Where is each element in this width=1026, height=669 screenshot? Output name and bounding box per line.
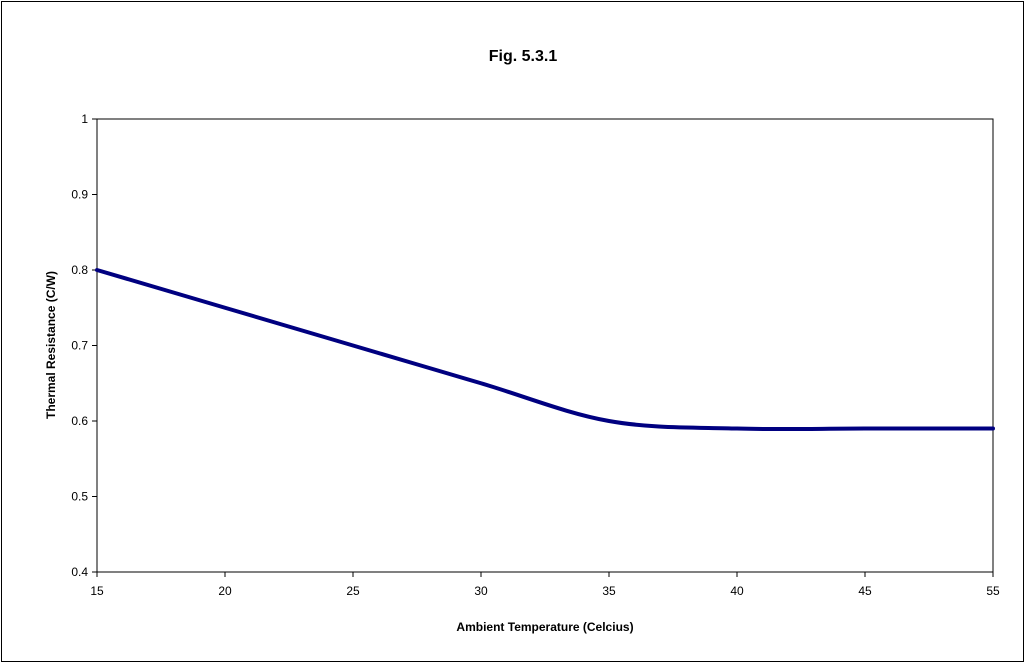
x-tick-label: 35 <box>602 584 616 598</box>
series-layer <box>95 268 995 432</box>
data-point <box>863 427 867 431</box>
data-point <box>479 381 483 385</box>
chart-title: Fig. 5.3.1 <box>489 48 558 65</box>
y-axis-title: Thermal Resistance (C/W) <box>44 271 58 419</box>
x-tick-label: 15 <box>90 584 104 598</box>
y-tick-label: 0.6 <box>71 414 88 428</box>
y-tick-label: 0.8 <box>71 263 88 277</box>
x-tick-label: 30 <box>474 584 488 598</box>
series-line <box>95 268 995 432</box>
x-tick-label: 45 <box>858 584 872 598</box>
y-tick-label: 1 <box>81 112 88 126</box>
data-point <box>351 344 355 347</box>
y-tick-label: 0.9 <box>71 188 88 202</box>
data-point <box>607 419 611 423</box>
x-tick-label: 40 <box>730 584 744 598</box>
y-tick-label: 0.5 <box>71 490 88 504</box>
x-tick-label: 25 <box>346 584 360 598</box>
data-point <box>223 306 227 310</box>
y-tick-label: 0.7 <box>71 339 88 353</box>
data-point <box>95 268 99 272</box>
y-axis-ticks: 0.4 0.5 0.6 0.7 0.8 0.9 1 <box>71 112 97 579</box>
x-axis-title: Ambient Temperature (Celcius) <box>456 620 633 634</box>
y-tick-label: 0.4 <box>71 565 88 579</box>
x-tick-label: 20 <box>218 584 232 598</box>
data-point <box>735 427 739 431</box>
data-point <box>991 427 995 431</box>
x-axis-ticks: 15 20 25 30 35 40 45 55 <box>90 572 1000 598</box>
x-tick-label: 55 <box>986 584 1000 598</box>
